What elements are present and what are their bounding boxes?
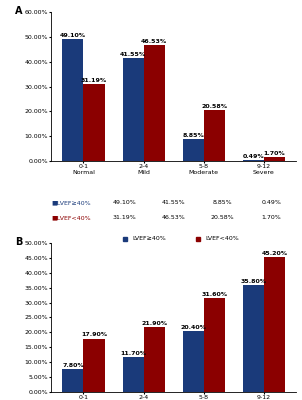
Text: A: A (15, 6, 22, 16)
Bar (204, 110, 225, 161)
Bar (83, 84, 104, 161)
Bar (183, 331, 204, 392)
Bar (83, 339, 104, 392)
Text: 17.90%: 17.90% (81, 332, 107, 338)
Bar (204, 298, 225, 392)
Bar (63, 39, 83, 161)
Text: 31.60%: 31.60% (201, 292, 227, 297)
Text: ■LVEF<40%: ■LVEF<40% (51, 215, 91, 220)
Bar (123, 58, 143, 161)
Text: 49.10%: 49.10% (60, 33, 86, 38)
Text: B: B (15, 237, 22, 247)
Text: 7.80%: 7.80% (62, 362, 84, 368)
Bar (243, 160, 264, 161)
Text: 21.90%: 21.90% (141, 320, 167, 326)
Text: 41.55%: 41.55% (120, 52, 146, 57)
Bar (143, 327, 165, 392)
Text: 8.85%: 8.85% (213, 200, 232, 205)
Text: 20.58%: 20.58% (211, 215, 234, 220)
Text: 31.19%: 31.19% (81, 78, 107, 82)
Bar (143, 46, 165, 161)
Bar (183, 139, 204, 161)
Text: 35.80%: 35.80% (240, 279, 266, 284)
Text: 8.85%: 8.85% (182, 133, 204, 138)
Bar (243, 285, 264, 392)
Bar (264, 257, 285, 392)
Text: 20.58%: 20.58% (201, 104, 227, 109)
Text: 1.70%: 1.70% (262, 215, 281, 220)
Bar (264, 157, 285, 161)
Text: 1.70%: 1.70% (263, 151, 285, 156)
Text: LVEF<40%: LVEF<40% (205, 236, 239, 241)
Text: 31.19%: 31.19% (113, 215, 137, 220)
Text: 41.55%: 41.55% (162, 200, 185, 205)
Text: 20.40%: 20.40% (180, 325, 206, 330)
Text: 0.49%: 0.49% (243, 154, 264, 159)
Text: ■LVEF≥40%: ■LVEF≥40% (51, 200, 91, 205)
Text: 46.53%: 46.53% (162, 215, 185, 220)
Text: 46.53%: 46.53% (141, 40, 167, 44)
Bar (123, 357, 143, 392)
Text: 49.10%: 49.10% (113, 200, 137, 205)
Text: 0.49%: 0.49% (262, 200, 281, 205)
Bar (63, 369, 83, 392)
Text: 11.70%: 11.70% (120, 351, 146, 356)
Text: 45.20%: 45.20% (261, 251, 288, 256)
Text: LVEF≥40%: LVEF≥40% (132, 236, 166, 241)
